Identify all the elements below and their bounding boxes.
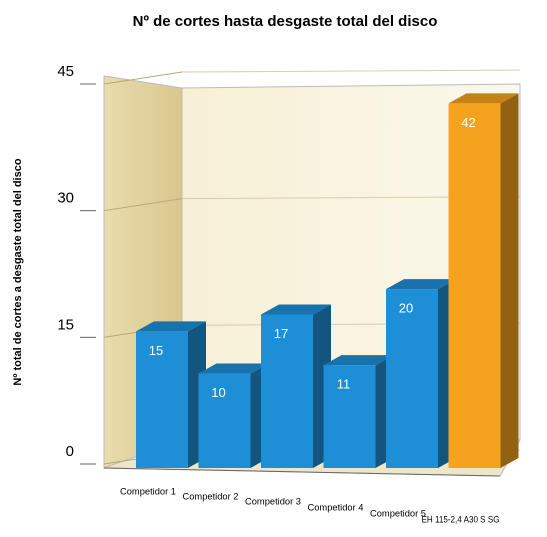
grid-line bbox=[103, 71, 183, 85]
bar-top bbox=[386, 279, 456, 290]
x-axis bbox=[103, 467, 501, 477]
bar bbox=[136, 331, 188, 468]
value-label: 17 bbox=[274, 326, 288, 341]
x-tick-label: Competidor 2 bbox=[183, 492, 239, 503]
value-label: 15 bbox=[149, 343, 163, 358]
value-label: 10 bbox=[211, 385, 225, 400]
bar-top bbox=[448, 93, 519, 104]
value-label: 42 bbox=[461, 115, 475, 130]
bar bbox=[386, 289, 438, 468]
bar bbox=[448, 103, 501, 468]
y-tick-label: 15 bbox=[57, 316, 74, 333]
bar bbox=[198, 373, 251, 468]
y-tick-label: 30 bbox=[57, 190, 74, 207]
bar-top bbox=[261, 304, 331, 315]
x-tick-label: EH 115-2,4 A30 S SG bbox=[422, 515, 500, 526]
bar-top bbox=[198, 363, 269, 374]
y-axis-label: Nº total de cortes a desgaste total del … bbox=[12, 158, 24, 385]
bar-top bbox=[323, 355, 394, 366]
bar bbox=[323, 365, 376, 468]
grid-line bbox=[103, 198, 183, 212]
bar bbox=[261, 314, 313, 468]
chart-title: Nº de cortes hasta desgaste total del di… bbox=[133, 13, 438, 30]
x-tick-label: Competidor 5 bbox=[370, 509, 426, 520]
y-tick-label: 0 bbox=[66, 443, 74, 460]
value-label: 11 bbox=[337, 377, 351, 392]
bar-top bbox=[136, 321, 206, 332]
grid-line bbox=[181, 69, 521, 73]
x-tick-label: Competidor 4 bbox=[308, 503, 364, 514]
bar-side bbox=[500, 93, 519, 468]
value-label: 20 bbox=[399, 301, 413, 316]
x-tick-label: Competidor 1 bbox=[120, 487, 176, 498]
y-tick-label: 45 bbox=[57, 63, 74, 80]
x-tick-label: Competidor 3 bbox=[245, 497, 301, 508]
